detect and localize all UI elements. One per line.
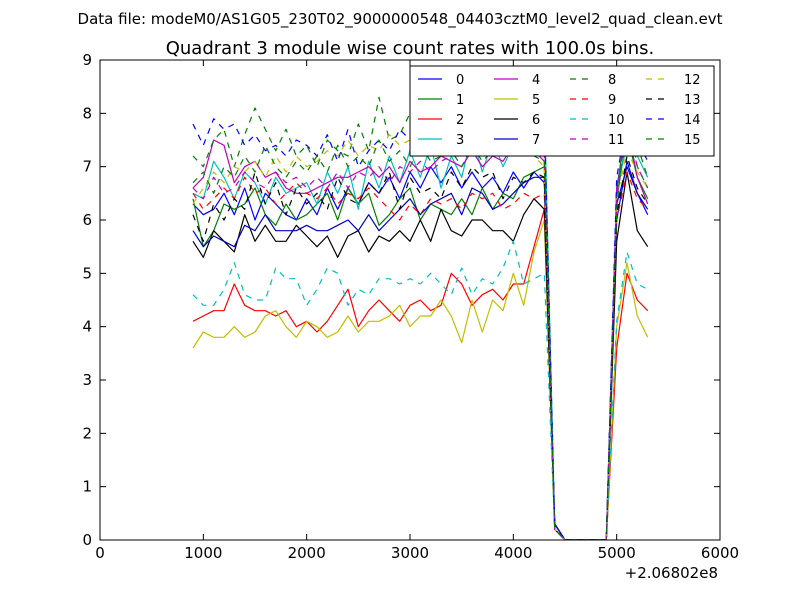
series-line-10 (192, 240, 648, 540)
legend-box (409, 65, 715, 157)
x-tick-label: 0 (95, 544, 105, 562)
legend-label-13: 13 (684, 93, 701, 108)
legend-label-6: 6 (532, 113, 540, 128)
legend-label-1: 1 (456, 93, 464, 108)
legend-label-8: 8 (608, 73, 616, 88)
series-line-7 (192, 166, 649, 540)
x-tick-label: 2000 (288, 544, 326, 562)
legend-label-7: 7 (532, 133, 540, 148)
series-line-5 (192, 219, 649, 540)
series-line-13 (192, 155, 649, 540)
series-line-4 (192, 123, 649, 540)
series-line-12 (192, 123, 649, 540)
x-offset-label: +2.06802e8 (625, 564, 718, 582)
legend-label-14: 14 (684, 113, 701, 128)
series-line-2 (192, 208, 649, 540)
x-tick-label: 4000 (494, 544, 532, 562)
y-tick-label: 8 (82, 104, 92, 122)
y-tick-label: 6 (82, 211, 92, 229)
y-tick-label: 0 (82, 531, 92, 549)
series-layer (192, 80, 649, 540)
suptitle: Data file: modeM0/AS1G05_230T02_90000005… (78, 10, 723, 29)
x-tick-label: 6000 (701, 544, 739, 562)
x-tick-label: 5000 (598, 544, 636, 562)
x-tick-label: 1000 (184, 544, 222, 562)
series-line-3 (192, 102, 649, 540)
legend-label-12: 12 (684, 73, 701, 88)
series-line-6 (192, 171, 649, 540)
series-line-9 (192, 171, 649, 540)
legend-label-11: 11 (608, 133, 625, 148)
legend-label-4: 4 (532, 73, 540, 88)
y-tick-label: 3 (82, 371, 92, 389)
series-line-15 (192, 102, 649, 540)
legend-label-9: 9 (608, 93, 616, 108)
series-line-11 (192, 80, 649, 540)
legend-label-0: 0 (456, 73, 464, 88)
y-tick-label: 7 (82, 158, 92, 176)
legend-label-15: 15 (684, 133, 701, 148)
y-tick-label: 2 (82, 424, 92, 442)
legend-label-5: 5 (532, 93, 540, 108)
y-tick-label: 5 (82, 264, 92, 282)
x-tick-label: 3000 (391, 544, 429, 562)
legend-label-10: 10 (608, 113, 625, 128)
y-tick-label: 9 (82, 51, 92, 69)
chart-title: Quadrant 3 module wise count rates with … (166, 38, 655, 59)
legend-label-3: 3 (456, 133, 464, 148)
y-tick-label: 1 (82, 478, 92, 496)
legend-label-2: 2 (456, 113, 464, 128)
y-tick-label: 4 (82, 318, 92, 336)
